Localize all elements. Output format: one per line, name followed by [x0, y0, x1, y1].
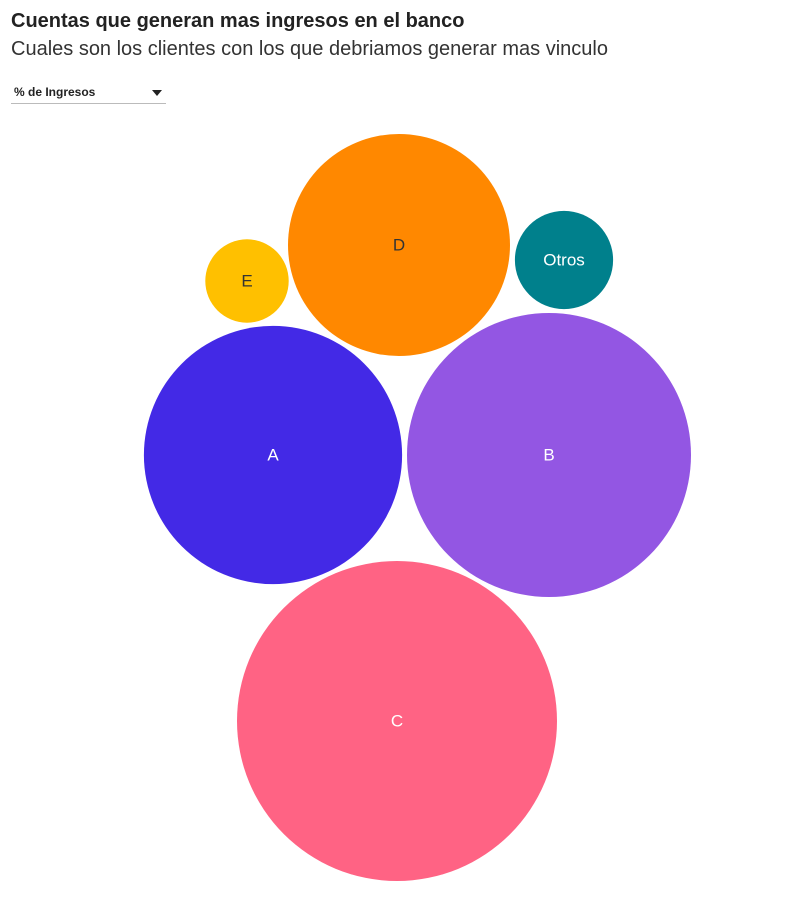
bubble-c[interactable]: [237, 561, 557, 881]
bubble-label-d: D: [393, 236, 405, 255]
chart-subtitle: Cuales son los clientes con los que debr…: [11, 38, 608, 60]
bubble-label-c: C: [391, 712, 403, 731]
bubble-otros[interactable]: [514, 210, 614, 310]
bubble-label-e: E: [241, 272, 252, 291]
caret-down-icon: [152, 90, 162, 96]
bubble-a[interactable]: [143, 325, 403, 585]
bubble-d[interactable]: [288, 134, 510, 356]
metric-dropdown[interactable]: % de Ingresos: [11, 82, 166, 104]
chart-title: Cuentas que generan mas ingresos en el b…: [11, 10, 465, 32]
bubble-e[interactable]: [205, 239, 289, 323]
bubble-label-otros: Otros: [543, 251, 585, 270]
bubble-label-b: B: [543, 446, 554, 465]
bubble-b[interactable]: [407, 313, 691, 597]
bubble-label-a: A: [267, 446, 279, 465]
metric-dropdown-value: % de Ingresos: [14, 85, 96, 99]
